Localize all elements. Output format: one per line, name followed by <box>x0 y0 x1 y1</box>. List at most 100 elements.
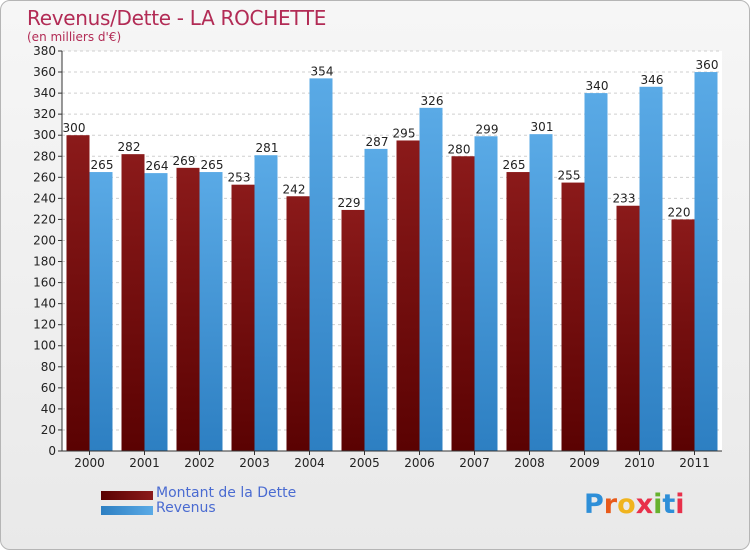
x-tick-label: 2001 <box>129 456 160 470</box>
y-tick-label: 300 <box>33 128 56 142</box>
plot-area <box>62 51 722 451</box>
x-tick-label: 2002 <box>184 456 215 470</box>
legend-swatch-revenus <box>101 506 153 515</box>
data-label-revenus-2008: 301 <box>531 120 554 134</box>
data-label-revenus-2010: 346 <box>641 73 664 87</box>
x-tick-label: 2000 <box>74 456 105 470</box>
bar-dette-2002 <box>176 167 200 451</box>
data-label-revenus-2006: 326 <box>421 94 444 108</box>
bar-revenus-2003 <box>254 155 278 452</box>
x-tick-label: 2004 <box>294 456 325 470</box>
data-labels: 300 265 282 264 269 265 253 281 242 354 229 287 295 3… <box>63 58 719 219</box>
bar-revenus-2001 <box>144 173 168 451</box>
bar-revenus-2002 <box>199 172 223 452</box>
data-label-revenus-2005: 287 <box>366 135 389 149</box>
y-tick-label: 60 <box>41 381 56 395</box>
data-label-revenus-2002: 265 <box>201 158 224 172</box>
legend-label-revenus: Revenus <box>156 500 216 516</box>
bar-revenus-2010 <box>639 86 663 451</box>
logo-letter: i <box>675 489 685 520</box>
x-tick-label: 2005 <box>349 456 380 470</box>
x-tick-label: 2006 <box>404 456 435 470</box>
data-label-dette-2004: 242 <box>283 182 306 196</box>
logo-letter: t <box>662 489 676 520</box>
data-label-dette-2008: 265 <box>503 158 526 172</box>
x-tick-label: 2003 <box>239 456 270 470</box>
y-tick-label: 340 <box>33 86 56 100</box>
x-tick-label: 2007 <box>459 456 490 470</box>
bars <box>66 72 718 452</box>
bar-revenus-2000 <box>89 172 113 452</box>
y-axis-ticks: 0 20 40 60 80 100 120 140 160 180 200 220 240 260 280 3… <box>33 44 62 458</box>
bar-revenus-2005 <box>364 148 388 452</box>
y-tick-label: 20 <box>41 423 56 437</box>
bar-dette-2003 <box>231 184 255 451</box>
y-tick-label: 280 <box>33 149 56 163</box>
bar-dette-2000 <box>66 135 90 452</box>
data-label-dette-2009: 255 <box>558 169 581 183</box>
bar-revenus-2009 <box>584 93 608 452</box>
data-label-revenus-2000: 265 <box>91 158 114 172</box>
y-tick-label: 380 <box>33 44 56 58</box>
data-label-dette-2011: 220 <box>668 205 691 219</box>
y-tick-label: 80 <box>41 360 56 374</box>
data-label-revenus-2007: 299 <box>476 122 499 136</box>
bar-revenus-2007 <box>474 136 498 451</box>
y-tick-label: 220 <box>33 212 56 226</box>
legend-swatch-dette <box>101 491 153 500</box>
x-tick-label: 2010 <box>624 456 655 470</box>
bar-dette-2008 <box>506 172 530 452</box>
y-tick-label: 240 <box>33 191 56 205</box>
data-label-dette-2010: 233 <box>613 192 636 206</box>
bar-revenus-2011 <box>694 72 718 451</box>
x-axis-ticks: 2000 2001 2002 2003 2004 2005 2006 2007 2008 2009… <box>74 451 710 470</box>
data-label-dette-2002: 269 <box>173 154 196 168</box>
data-label-dette-2006: 295 <box>393 126 416 140</box>
data-label-dette-2000: 300 <box>63 121 86 135</box>
y-tick-label: 320 <box>33 107 56 121</box>
y-tick-label: 40 <box>41 402 56 416</box>
logo-letter: x <box>635 489 654 520</box>
data-label-revenus-2001: 264 <box>146 159 169 173</box>
x-tick-label: 2009 <box>569 456 600 470</box>
data-label-dette-2007: 280 <box>448 142 471 156</box>
legend-label-dette: Montant de la Dette <box>156 485 297 501</box>
bar-dette-2007 <box>451 156 475 451</box>
bar-dette-2006 <box>396 140 420 451</box>
y-tick-label: 140 <box>33 297 56 311</box>
bar-revenus-2006 <box>419 107 443 451</box>
bar-revenus-2004 <box>309 78 333 452</box>
data-label-revenus-2011: 360 <box>696 58 719 72</box>
proxiti-logo: Proxiti <box>584 489 685 520</box>
logo-letter: r <box>603 489 618 520</box>
logo-letter: o <box>617 489 636 520</box>
data-label-revenus-2003: 281 <box>256 141 279 155</box>
y-tick-label: 0 <box>48 444 56 458</box>
y-tick-label: 200 <box>33 233 56 247</box>
y-tick-label: 180 <box>33 255 56 269</box>
data-label-dette-2001: 282 <box>118 140 141 154</box>
chart-subtitle: (en milliers d'€) <box>27 30 122 44</box>
data-label-revenus-2009: 340 <box>586 79 609 93</box>
bar-dette-2004 <box>286 196 310 451</box>
logo-letter: P <box>584 489 604 520</box>
bar-dette-2009 <box>561 182 585 451</box>
y-tick-label: 260 <box>33 170 56 184</box>
x-tick-label: 2011 <box>679 456 710 470</box>
bar-dette-2010 <box>616 205 640 451</box>
y-tick-label: 360 <box>33 65 56 79</box>
grid-lines <box>62 50 722 431</box>
x-tick-label: 2008 <box>514 456 545 470</box>
y-tick-label: 120 <box>33 318 56 332</box>
bar-dette-2001 <box>121 154 145 451</box>
data-label-dette-2003: 253 <box>228 171 251 185</box>
bar-dette-2005 <box>341 209 365 451</box>
data-label-dette-2005: 229 <box>338 196 361 210</box>
bar-dette-2011 <box>671 219 695 451</box>
y-tick-label: 100 <box>33 339 56 353</box>
logo-letter: i <box>653 489 663 520</box>
y-tick-label: 160 <box>33 276 56 290</box>
bar-revenus-2008 <box>529 134 553 451</box>
data-label-revenus-2004: 354 <box>311 64 334 78</box>
